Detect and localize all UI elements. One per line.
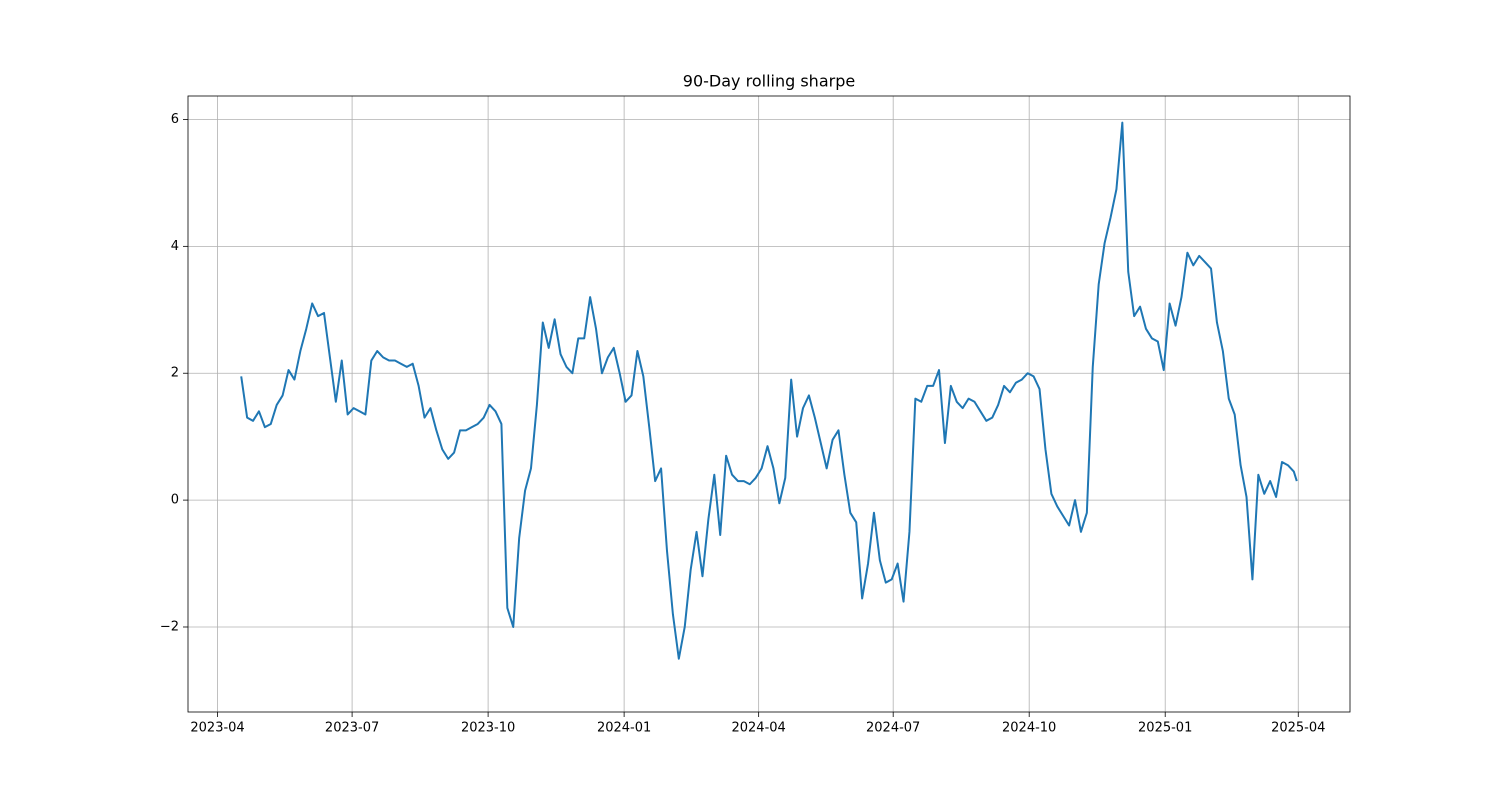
y-tick-label: 6 (171, 112, 179, 127)
x-tick-label: 2025-04 (1271, 721, 1325, 736)
y-tick-label: 2 (171, 366, 179, 381)
chart-title: 90-Day rolling sharpe (683, 72, 855, 91)
x-tick-label: 2024-01 (597, 721, 651, 736)
x-tick-label: 2024-10 (1002, 721, 1056, 736)
x-tick-label: 2023-10 (461, 721, 515, 736)
x-tick-label: 2023-04 (190, 721, 244, 736)
plot-frame (187, 95, 1351, 713)
x-tick-label: 2023-07 (325, 721, 379, 736)
line (240, 121, 1298, 660)
y-tick-label: 4 (171, 239, 179, 254)
x-tick-label: 2024-07 (866, 721, 920, 736)
x-tick-label: 2025-01 (1138, 721, 1192, 736)
y-tick-label: −2 (160, 619, 179, 634)
x-tick-label: 2024-04 (731, 721, 785, 736)
y-tick-label: 0 (171, 493, 179, 508)
